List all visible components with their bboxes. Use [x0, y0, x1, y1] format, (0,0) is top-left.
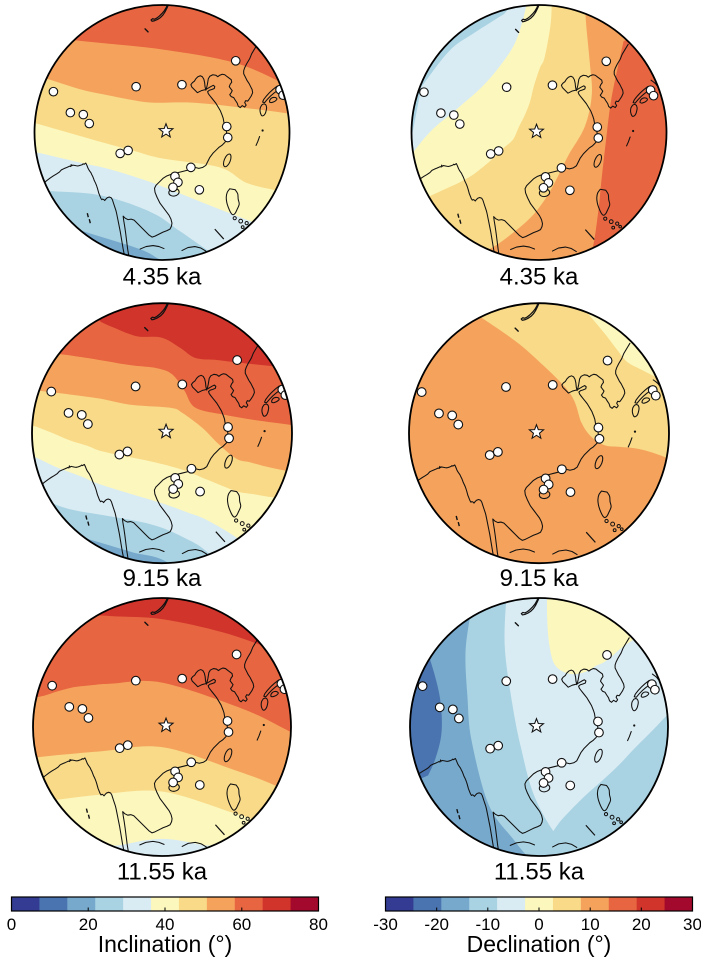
svg-text:9.15 ka: 9.15 ka [500, 565, 579, 592]
svg-text:20: 20 [79, 915, 98, 934]
svg-text:80: 80 [309, 915, 328, 934]
svg-text:-10: -10 [476, 915, 501, 934]
svg-text:4.35 ka: 4.35 ka [500, 264, 579, 291]
svg-text:Inclination (°): Inclination (°) [98, 931, 232, 957]
svg-text:0: 0 [7, 915, 16, 934]
svg-text:11.55 ka: 11.55 ka [117, 859, 208, 886]
svg-text:10: 10 [581, 915, 600, 934]
svg-text:-20: -20 [424, 915, 449, 934]
svg-text:30: 30 [683, 915, 701, 934]
svg-text:40: 40 [156, 915, 175, 934]
svg-text:9.15 ka: 9.15 ka [123, 565, 202, 592]
svg-text:11.55 ka: 11.55 ka [494, 859, 585, 886]
svg-text:-30: -30 [373, 915, 398, 934]
svg-text:20: 20 [632, 915, 651, 934]
svg-text:0: 0 [534, 915, 543, 934]
svg-text:60: 60 [232, 915, 251, 934]
svg-text:Declination (°): Declination (°) [467, 931, 612, 957]
svg-text:4.35 ka: 4.35 ka [123, 264, 202, 291]
